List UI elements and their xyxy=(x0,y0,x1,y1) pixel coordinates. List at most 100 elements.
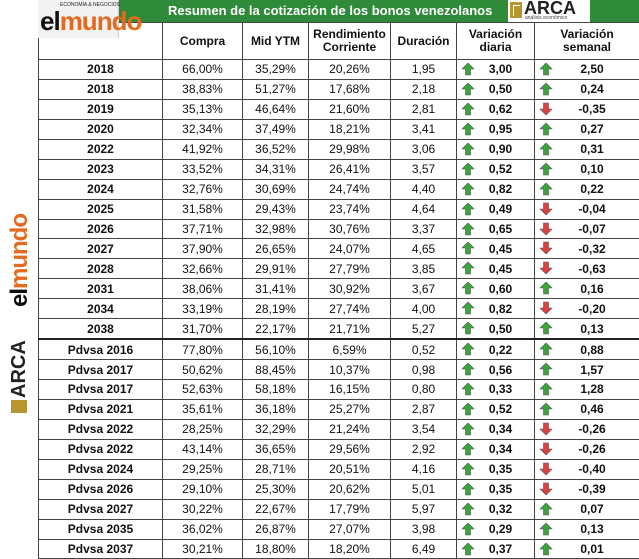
header-rendimiento: Rendimiento Corriente xyxy=(309,23,391,60)
variation-value: 0,52 xyxy=(479,402,512,416)
variacion-semanal-cell: 2,50 xyxy=(535,60,639,80)
variacion-diaria-cell: 0,29 xyxy=(457,519,535,539)
rendimiento-cell: 6,59% xyxy=(309,339,391,359)
compra-cell: 66,00% xyxy=(163,60,243,80)
mid-ytm-cell: 56,10% xyxy=(243,339,309,359)
rendimiento-cell: 20,51% xyxy=(309,459,391,479)
variation-value: 1,57 xyxy=(570,363,603,377)
variation-value: 0,27 xyxy=(570,122,603,136)
variation-value: -0,32 xyxy=(568,242,605,256)
arrow-up-icon xyxy=(539,402,553,416)
arrow-up-icon xyxy=(461,422,475,436)
variation-value: 0,65 xyxy=(479,222,512,236)
rendimiento-cell: 26,41% xyxy=(309,159,391,179)
variation-value: 0,32 xyxy=(479,502,512,516)
variation-value: 0,35 xyxy=(479,482,512,496)
variation-value: 0,01 xyxy=(570,542,603,556)
compra-cell: 32,76% xyxy=(163,179,243,199)
bono-cell: Pdvsa 2017 xyxy=(39,380,163,400)
bono-cell: Pdvsa 2022 xyxy=(39,419,163,439)
variation-value: 0,45 xyxy=(479,242,512,256)
bono-cell: 2020 xyxy=(39,119,163,139)
compra-cell: 33,52% xyxy=(163,159,243,179)
duracion-cell: 2,87 xyxy=(391,399,457,419)
variation-value: 0,90 xyxy=(479,142,512,156)
duracion-cell: 4,40 xyxy=(391,179,457,199)
mid-ytm-cell: 28,71% xyxy=(243,459,309,479)
bono-cell: 2034 xyxy=(39,299,163,319)
rendimiento-cell: 27,07% xyxy=(309,519,391,539)
arrow-up-icon xyxy=(461,182,475,196)
variacion-diaria-cell: 0,35 xyxy=(457,479,535,499)
bono-cell: 2025 xyxy=(39,199,163,219)
variation-value: 0,88 xyxy=(570,343,603,357)
variacion-diaria-cell: 0,22 xyxy=(457,339,535,359)
compra-cell: 37,90% xyxy=(163,239,243,259)
compra-cell: 50,62% xyxy=(163,360,243,380)
rendimiento-cell: 17,79% xyxy=(309,499,391,519)
arrow-up-icon xyxy=(461,402,475,416)
compra-cell: 77,80% xyxy=(163,339,243,359)
arrow-down-icon xyxy=(539,102,553,116)
mid-ytm-cell: 35,29% xyxy=(243,60,309,80)
variation-value: 0,50 xyxy=(479,82,512,96)
variacion-semanal-cell: 0,01 xyxy=(535,539,639,559)
duracion-cell: 6,49 xyxy=(391,539,457,559)
mid-ytm-cell: 32,29% xyxy=(243,419,309,439)
mid-ytm-cell: 58,18% xyxy=(243,380,309,400)
variacion-semanal-cell: 1,28 xyxy=(535,380,639,400)
variation-value: 0,49 xyxy=(479,202,512,216)
arrow-up-icon xyxy=(461,442,475,456)
variation-value: 0,07 xyxy=(570,502,603,516)
arrow-up-icon xyxy=(461,382,475,396)
bono-cell: 2026 xyxy=(39,219,163,239)
variation-value: -0,40 xyxy=(568,462,605,476)
arrow-down-icon xyxy=(539,261,553,275)
variation-value: 0,45 xyxy=(479,262,512,276)
rendimiento-cell: 27,79% xyxy=(309,259,391,279)
arrow-up-icon xyxy=(461,62,475,76)
variacion-semanal-cell: 0,46 xyxy=(535,399,639,419)
variation-value: 0,24 xyxy=(570,82,603,96)
variacion-semanal-cell: -0,35 xyxy=(535,99,639,119)
duracion-cell: 3,67 xyxy=(391,279,457,299)
duracion-cell: 0,52 xyxy=(391,339,457,359)
rendimiento-cell: 27,74% xyxy=(309,299,391,319)
arrow-up-icon xyxy=(461,122,475,136)
arrow-up-icon xyxy=(461,261,475,275)
variacion-diaria-cell: 0,49 xyxy=(457,199,535,219)
variacion-diaria-cell: 0,37 xyxy=(457,539,535,559)
arrow-down-icon xyxy=(539,202,553,216)
arrow-up-icon xyxy=(461,281,475,295)
mid-ytm-cell: 36,52% xyxy=(243,139,309,159)
variacion-semanal-cell: 0,31 xyxy=(535,139,639,159)
page-title: Resumen de la cotización de los bonos ve… xyxy=(168,3,492,18)
bono-cell: 2022 xyxy=(39,139,163,159)
variacion-diaria-cell: 0,50 xyxy=(457,319,535,339)
variacion-semanal-cell: 0,13 xyxy=(535,319,639,339)
variacion-diaria-cell: 0,62 xyxy=(457,99,535,119)
variacion-diaria-cell: 0,82 xyxy=(457,179,535,199)
bono-cell: Pdvsa 2024 xyxy=(39,459,163,479)
bono-cell: Pdvsa 2035 xyxy=(39,519,163,539)
variacion-diaria-cell: 0,65 xyxy=(457,219,535,239)
variacion-semanal-cell: 0,13 xyxy=(535,519,639,539)
arrow-up-icon xyxy=(539,82,553,96)
compra-cell: 43,14% xyxy=(163,439,243,459)
variacion-semanal-cell: 0,24 xyxy=(535,79,639,99)
arrow-down-icon xyxy=(539,222,553,236)
mid-ytm-cell: 29,43% xyxy=(243,199,309,219)
compra-cell: 31,58% xyxy=(163,199,243,219)
bono-cell: Pdvsa 2027 xyxy=(39,499,163,519)
